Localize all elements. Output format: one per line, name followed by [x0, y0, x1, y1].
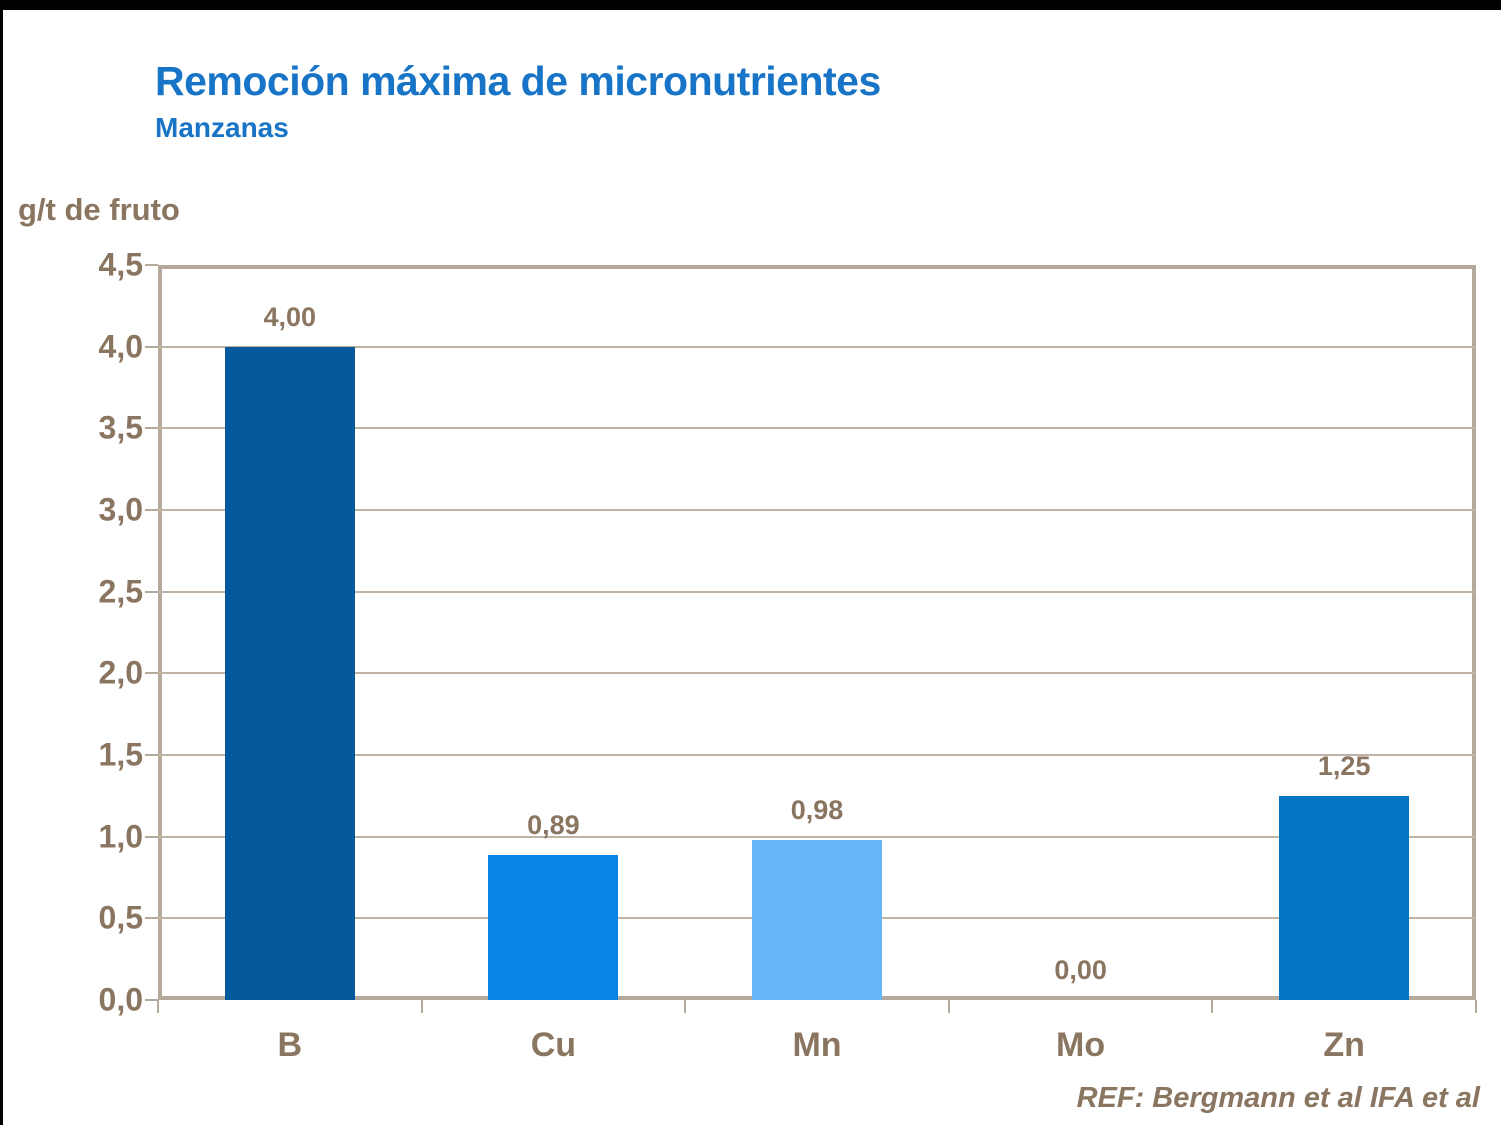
y-tick-mark: [145, 754, 158, 756]
y-tick-label: 3,0: [98, 491, 143, 528]
bar-Mn: [752, 839, 882, 1000]
y-tick-label: 0,5: [98, 899, 143, 936]
frame-top-border: [0, 0, 1501, 10]
y-tick-label: 4,5: [98, 246, 143, 283]
gridline: [158, 835, 1476, 838]
y-tick-mark: [145, 509, 158, 511]
x-tick-mark: [157, 1000, 159, 1013]
y-tick-mark: [145, 672, 158, 675]
y-tick-label: 1,0: [98, 818, 143, 855]
bar-value-label: 0,98: [790, 794, 844, 825]
x-tick-mark: [420, 1000, 423, 1013]
frame-left-border: [0, 0, 3, 1125]
reference-text: REF: Bergmann et al IFA et al: [1076, 1082, 1480, 1114]
y-tick-mark: [145, 590, 158, 593]
y-tick-label: 0,0: [98, 981, 143, 1018]
x-tick-mark: [684, 1000, 687, 1013]
chart-subtitle: Manzanas: [155, 112, 289, 143]
gridline: [158, 672, 1476, 675]
x-category-label: Cu: [530, 1026, 577, 1064]
bar-B: [224, 346, 355, 1000]
bar-value-label: 0,89: [527, 809, 580, 840]
bar-value-label: 1,25: [1317, 750, 1371, 781]
x-category-label: Zn: [1323, 1026, 1365, 1064]
gridline: [158, 509, 1476, 511]
y-axis-title: g/t de fruto: [18, 192, 180, 227]
x-tick-mark: [1211, 1000, 1214, 1013]
x-tick-mark: [1475, 1000, 1477, 1013]
x-category-label: B: [277, 1026, 303, 1064]
gridline: [158, 427, 1476, 430]
y-tick-mark: [145, 917, 158, 920]
bar-Zn: [1279, 795, 1410, 1000]
y-tick-label: 3,5: [98, 409, 143, 446]
y-tick-label: 2,5: [98, 573, 143, 610]
x-tick-mark: [947, 1000, 950, 1013]
y-tick-mark: [145, 264, 158, 266]
y-tick-mark: [145, 427, 158, 430]
bar-value-label: 0,00: [1054, 955, 1107, 985]
y-tick-label: 4,0: [98, 328, 143, 365]
y-tick-label: 1,5: [98, 736, 143, 773]
y-tick-mark: [145, 345, 158, 348]
gridline: [158, 754, 1476, 756]
gridline: [158, 345, 1476, 348]
x-category-label: Mo: [1056, 1026, 1106, 1064]
y-tick-label: 2,0: [98, 654, 143, 691]
y-tick-mark: [145, 999, 158, 1001]
x-category-label: Mn: [792, 1026, 842, 1064]
chart-title: Remoción máxima de micronutrientes: [155, 58, 881, 104]
bar-Cu: [488, 854, 619, 1000]
gridline: [158, 590, 1476, 593]
y-tick-mark: [145, 835, 158, 838]
bar-value-label: 4,00: [263, 301, 317, 332]
